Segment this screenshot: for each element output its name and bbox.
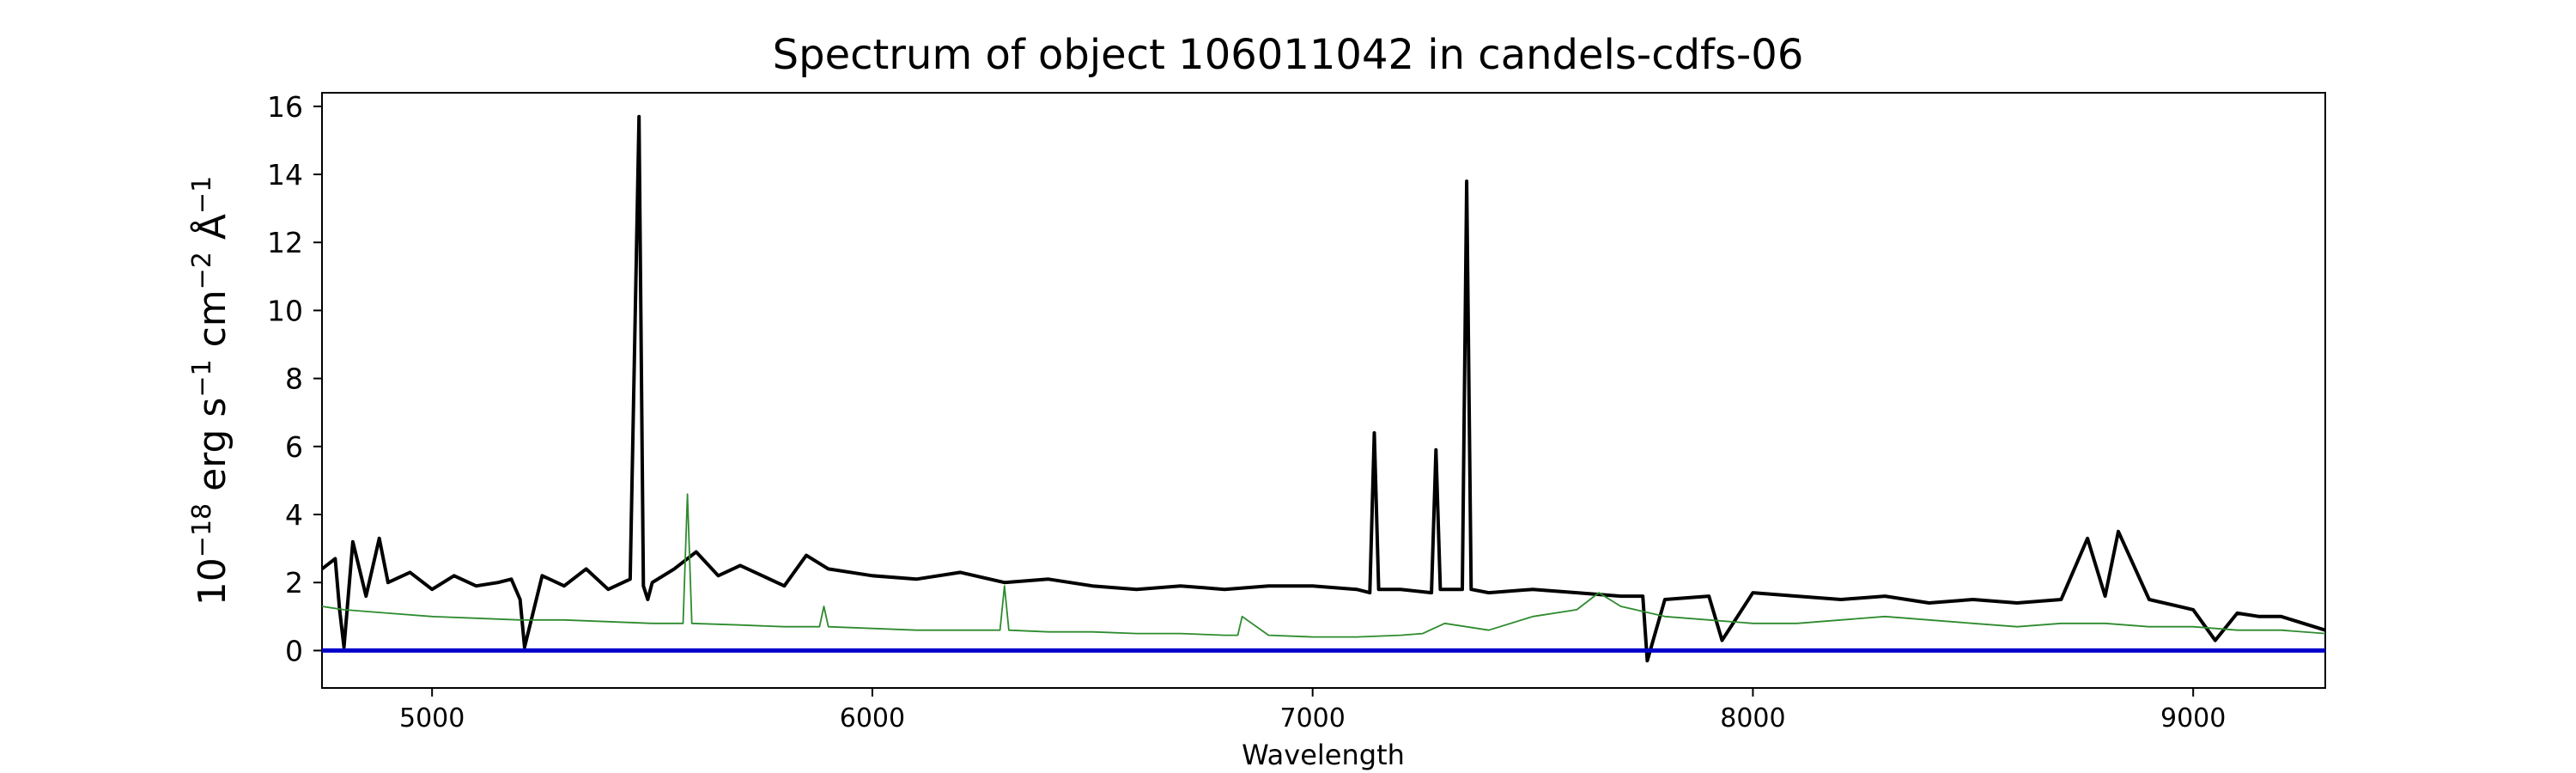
x-tick-label: 9000: [2160, 703, 2226, 733]
plot-area: [321, 92, 2326, 689]
chart-title: Spectrum of object 106011042 in candels-…: [773, 31, 1804, 79]
y-label-exp1: −18: [187, 503, 217, 557]
y-label-unit3: Å: [189, 214, 234, 252]
x-tick-label: 8000: [1720, 703, 1785, 733]
y-tick-label: 6: [285, 430, 303, 464]
y-axis-label: 10−18 erg s−1 cm−2 Å−1: [187, 176, 235, 606]
y-ticks: 0 2 4 6 8 10 12 14 16: [267, 90, 322, 667]
y-label-base: 10: [191, 557, 234, 606]
x-ticks: 5000 6000 7000 8000 9000: [399, 688, 2226, 733]
y-tick-label: 14: [267, 158, 303, 192]
y-tick-label: 0: [285, 634, 303, 667]
y-tick-label: 2: [285, 566, 303, 600]
x-tick-label: 6000: [840, 703, 905, 733]
x-tick-label: 5000: [399, 703, 465, 733]
y-label-exp2: −1: [187, 359, 217, 397]
y-tick-label: 8: [285, 362, 303, 396]
y-label-exp3: −2: [187, 252, 217, 289]
x-axis-label: Wavelength: [1242, 739, 1405, 771]
y-tick-label: 4: [285, 498, 303, 532]
model-series-line: [321, 493, 2326, 638]
y-tick-label: 16: [267, 90, 303, 124]
y-label-unit1: erg s: [191, 398, 234, 503]
flux-series-line: [320, 114, 2326, 663]
y-tick-label: 12: [267, 226, 303, 259]
plot-frame: [321, 92, 2326, 689]
y-label-unit2: cm: [191, 289, 234, 359]
y-tick-label: 10: [267, 294, 303, 327]
x-tick-label: 7000: [1280, 703, 1346, 733]
series-layer: [320, 114, 2326, 663]
y-label-exp4: −1: [187, 176, 217, 214]
